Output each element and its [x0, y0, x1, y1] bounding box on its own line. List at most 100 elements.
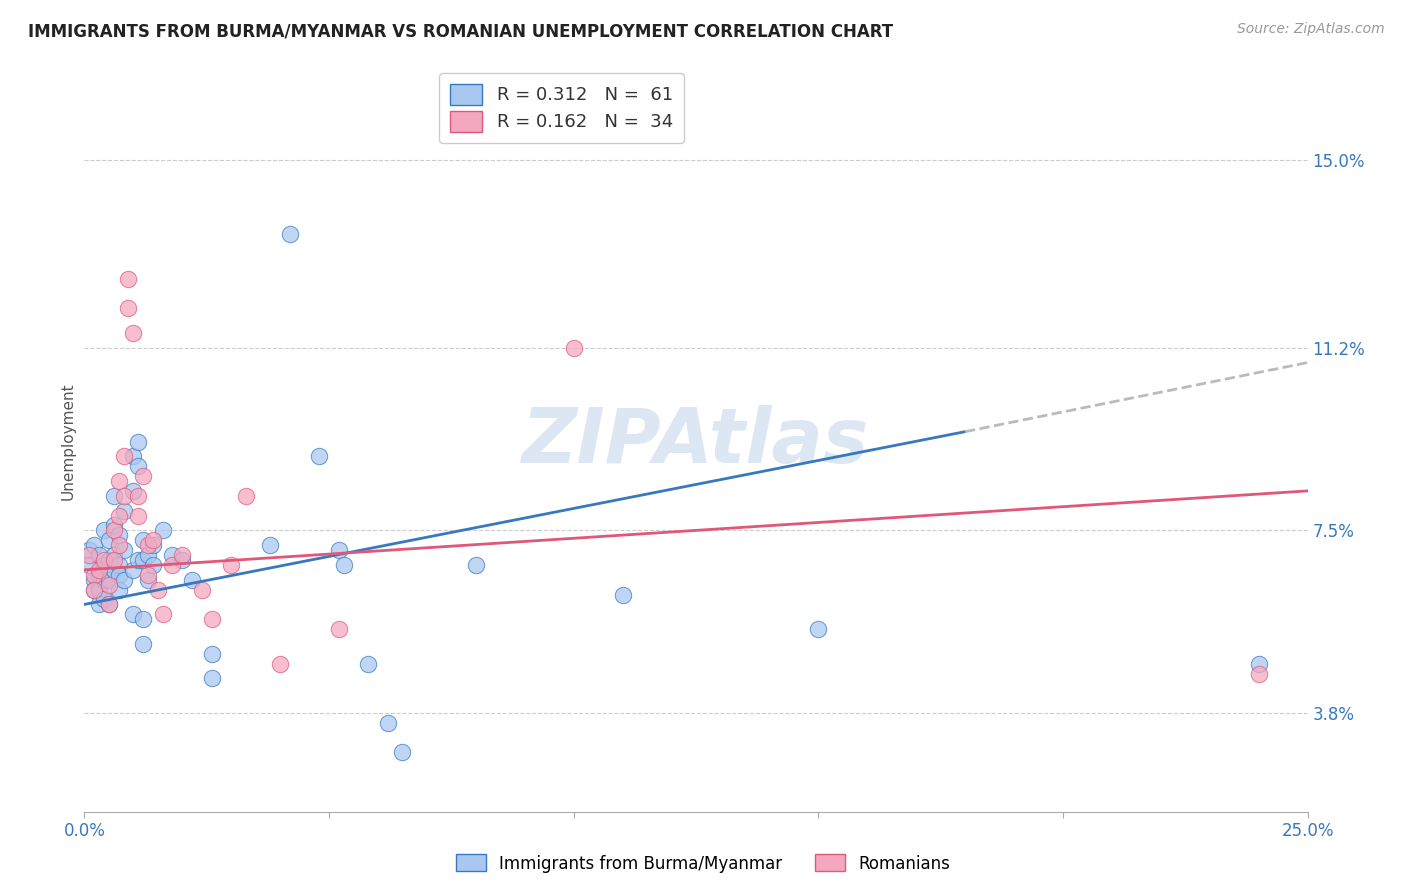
- Point: [87, 598, 110, 612]
- Point: [181, 573, 204, 587]
- Point: [612, 588, 634, 602]
- Point: [87, 567, 110, 582]
- Point: [172, 548, 194, 562]
- Point: [464, 558, 486, 572]
- Point: [1247, 657, 1270, 671]
- Point: [127, 553, 149, 567]
- Point: [83, 538, 105, 552]
- Point: [122, 450, 145, 464]
- Point: [269, 657, 291, 671]
- Point: [87, 582, 110, 597]
- Point: [191, 582, 214, 597]
- Point: [132, 553, 155, 567]
- Point: [200, 672, 222, 686]
- Point: [259, 538, 281, 552]
- Point: [107, 582, 129, 597]
- Point: [77, 558, 100, 572]
- Point: [93, 553, 115, 567]
- Text: ZIPAtlas: ZIPAtlas: [522, 405, 870, 478]
- Text: Source: ZipAtlas.com: Source: ZipAtlas.com: [1237, 22, 1385, 37]
- Point: [127, 489, 149, 503]
- Point: [83, 567, 105, 582]
- Point: [136, 567, 159, 582]
- Point: [391, 746, 413, 760]
- Point: [328, 622, 350, 636]
- Point: [200, 612, 222, 626]
- Point: [83, 573, 105, 587]
- Point: [142, 558, 165, 572]
- Point: [117, 271, 139, 285]
- Point: [93, 558, 115, 572]
- Point: [136, 573, 159, 587]
- Point: [107, 508, 129, 523]
- Point: [219, 558, 242, 572]
- Point: [235, 489, 257, 503]
- Point: [97, 598, 120, 612]
- Point: [132, 637, 155, 651]
- Point: [103, 563, 125, 577]
- Point: [122, 607, 145, 622]
- Point: [136, 538, 159, 552]
- Point: [103, 518, 125, 533]
- Point: [162, 558, 184, 572]
- Legend: R = 0.312   N =  61, R = 0.162   N =  34: R = 0.312 N = 61, R = 0.162 N = 34: [439, 73, 683, 143]
- Point: [107, 528, 129, 542]
- Point: [97, 533, 120, 548]
- Text: IMMIGRANTS FROM BURMA/MYANMAR VS ROMANIAN UNEMPLOYMENT CORRELATION CHART: IMMIGRANTS FROM BURMA/MYANMAR VS ROMANIA…: [28, 22, 893, 40]
- Point: [162, 548, 184, 562]
- Point: [87, 548, 110, 562]
- Point: [132, 533, 155, 548]
- Point: [122, 483, 145, 498]
- Point: [328, 543, 350, 558]
- Point: [562, 341, 585, 355]
- Point: [278, 227, 301, 242]
- Point: [77, 548, 100, 562]
- Point: [112, 503, 135, 517]
- Point: [107, 538, 129, 552]
- Point: [200, 647, 222, 661]
- Point: [127, 508, 149, 523]
- Point: [136, 548, 159, 562]
- Point: [112, 489, 135, 503]
- Point: [152, 524, 174, 538]
- Point: [93, 573, 115, 587]
- Point: [93, 524, 115, 538]
- Point: [1247, 666, 1270, 681]
- Point: [332, 558, 354, 572]
- Point: [107, 558, 129, 572]
- Point: [122, 563, 145, 577]
- Point: [97, 553, 120, 567]
- Point: [357, 657, 380, 671]
- Y-axis label: Unemployment: Unemployment: [60, 383, 76, 500]
- Point: [127, 434, 149, 449]
- Point: [107, 474, 129, 488]
- Point: [132, 469, 155, 483]
- Point: [87, 563, 110, 577]
- Point: [132, 612, 155, 626]
- Point: [112, 543, 135, 558]
- Point: [146, 582, 169, 597]
- Point: [77, 543, 100, 558]
- Point: [103, 548, 125, 562]
- Point: [103, 553, 125, 567]
- Point: [142, 538, 165, 552]
- Point: [83, 582, 105, 597]
- Point: [97, 577, 120, 591]
- Point: [112, 573, 135, 587]
- Point: [117, 301, 139, 316]
- Point: [142, 533, 165, 548]
- Point: [103, 489, 125, 503]
- Point: [377, 715, 399, 730]
- Point: [308, 450, 330, 464]
- Point: [807, 622, 830, 636]
- Point: [83, 582, 105, 597]
- Point: [97, 598, 120, 612]
- Point: [93, 592, 115, 607]
- Point: [172, 553, 194, 567]
- Point: [122, 326, 145, 340]
- Point: [103, 524, 125, 538]
- Point: [127, 459, 149, 474]
- Point: [152, 607, 174, 622]
- Point: [97, 573, 120, 587]
- Point: [112, 450, 135, 464]
